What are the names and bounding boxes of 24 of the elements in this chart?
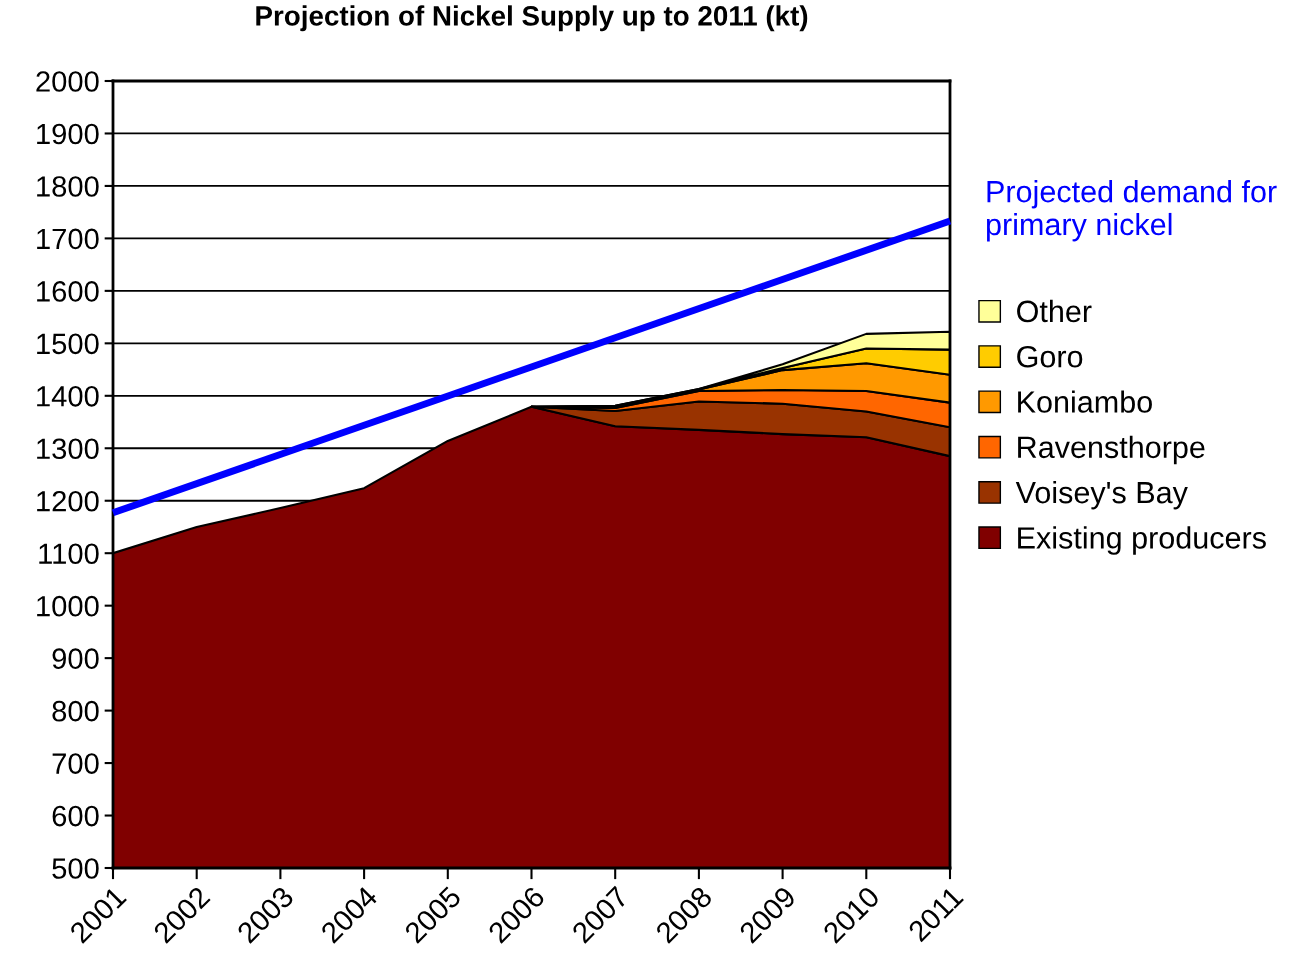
y-tick-label: 900 <box>52 648 99 669</box>
y-tick-label: 1400 <box>37 386 99 407</box>
y-tick-label: 1800 <box>37 176 99 197</box>
legend-label: Koniambo <box>1018 390 1152 413</box>
y-tick-label: 700 <box>52 753 99 774</box>
y-tick-label: 1500 <box>37 333 99 355</box>
legend-label: Voisey's Bay <box>1015 480 1188 510</box>
y-tick-label: 1600 <box>37 281 99 302</box>
y-tick-label: 600 <box>52 805 99 827</box>
y-tick-label: 1700 <box>37 228 99 250</box>
chart-title: Projection of Nickel Supply up to 2011 (kt) <box>256 5 808 32</box>
y-tick-label: 1200 <box>37 490 99 512</box>
y-tick-label: 1100 <box>39 543 99 565</box>
legend-label: Ravensthorpe <box>1018 435 1205 465</box>
series-label: Projected demand for primary nickel <box>986 180 1277 242</box>
y-tick-label: 800 <box>52 700 99 722</box>
legend-label: Existing producers <box>1018 526 1266 555</box>
y-tick-label: 500 <box>52 858 99 879</box>
y-tick-label: 1900 <box>37 123 99 145</box>
y-tick-label: 1300 <box>37 438 99 460</box>
y-tick-label: 1000 <box>37 595 99 617</box>
legend-label: Other <box>1017 299 1092 323</box>
legend-label: Goro <box>1017 345 1083 368</box>
y-tick-label: 2000 <box>36 71 99 92</box>
